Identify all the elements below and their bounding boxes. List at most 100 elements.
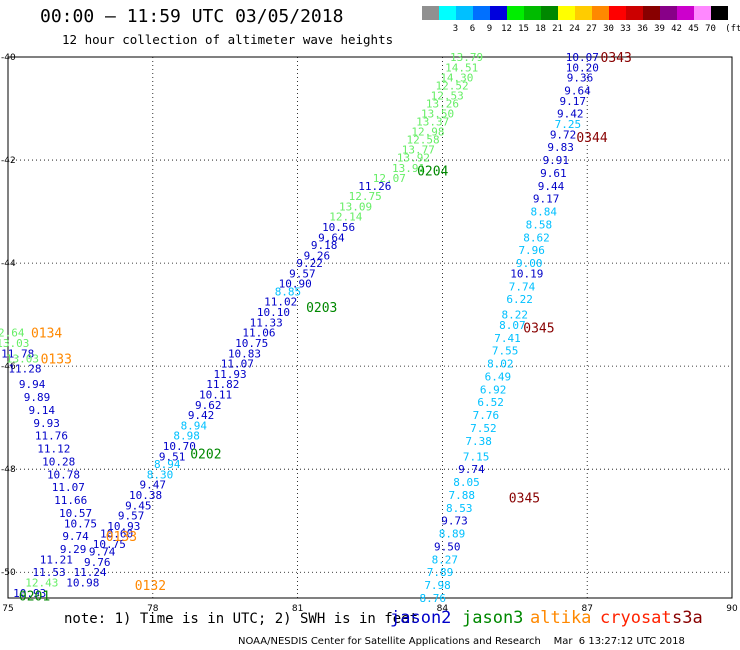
legend-altika: altika [530, 608, 592, 628]
wave-height-value: 6.22 [506, 293, 533, 306]
latitude-tick-label: -40 [1, 53, 16, 63]
footer-note: note: 1) Time is in UTC; 2) SWH is in fe… [64, 611, 419, 627]
wave-height-value: 8.22 [502, 309, 529, 322]
wave-height-value: 9.42 [557, 108, 584, 121]
wave-height-value: 8.53 [446, 502, 473, 515]
wave-height-value: 9.00 [516, 257, 543, 270]
legend-cryosat: cryosat [600, 608, 672, 628]
wave-height-value: 9.47 [140, 479, 167, 492]
pass-time-label: 0202 [190, 448, 221, 463]
scale-label: 24 [569, 24, 580, 34]
wave-height-value: 12.14 [329, 211, 362, 224]
scale-swatch [541, 6, 558, 20]
scale-swatch [694, 6, 711, 20]
wave-height-value: 10.75 [235, 337, 268, 350]
latitude-tick-label: -44 [1, 259, 16, 269]
wave-height-value: 11.82 [206, 378, 239, 391]
wave-height-value: 11.93 [213, 368, 246, 381]
wave-height-value: 8.02 [487, 358, 514, 371]
scale-swatch [609, 6, 626, 20]
wave-height-value: 8.58 [526, 218, 553, 231]
wave-height-value: 9.50 [434, 540, 461, 553]
wave-height-value: 12.64 [0, 327, 25, 340]
wave-height-value: 9.74 [89, 546, 116, 559]
pass-time-label: 0133 [106, 530, 137, 545]
wave-height-value: 6.92 [480, 383, 507, 396]
wave-height-value: 12.98 [411, 126, 444, 139]
scale-swatch [456, 6, 473, 20]
wave-height-value: 9.64 [564, 84, 591, 97]
wave-height-value: 11.33 [250, 316, 283, 329]
scale-swatch [507, 6, 524, 20]
wave-height-value: 10.10 [257, 306, 290, 319]
wave-height-value: 9.36 [567, 72, 594, 85]
wave-height-value: 13.03 [0, 337, 29, 350]
wave-height-value: 6.49 [485, 370, 512, 383]
pass-time-label: 0132 [135, 579, 166, 594]
wave-height-value: 7.52 [470, 422, 497, 435]
wave-height-value: 11.12 [37, 443, 70, 456]
scale-label: 3 [452, 24, 459, 34]
wave-height-value: 10.11 [199, 388, 232, 401]
pass-time-label: 0134 [31, 327, 62, 342]
scale-swatch [575, 6, 592, 20]
wave-height-value: 9.17 [533, 193, 560, 206]
scale-label: 30 [603, 24, 614, 34]
scale-swatch [422, 6, 439, 20]
wave-height-value: 9.89 [24, 391, 51, 404]
latitude-tick-label: -48 [1, 465, 16, 475]
wave-height-value: 10.28 [42, 455, 75, 468]
scale-label: 45 [688, 24, 699, 34]
scale-label: 39 [654, 24, 665, 34]
wave-height-value: 9.64 [318, 231, 345, 244]
scale-swatch [592, 6, 609, 20]
wave-height-value: 9.45 [125, 499, 152, 512]
scale-label: 33 [620, 24, 631, 34]
wave-height-value: 11.53 [32, 566, 65, 579]
wave-height-value: 7.76 [473, 409, 500, 422]
wave-height-value: 8.27 [432, 553, 459, 566]
wave-height-value: 10.78 [47, 468, 80, 481]
scale-label: 6 [469, 24, 476, 34]
legend-s3a: s3a [672, 608, 703, 628]
scale-label: 70 [705, 24, 716, 34]
wave-height-value: 7.98 [424, 579, 451, 592]
wave-height-value: 10.07 [566, 51, 599, 64]
scale-label: 21 [552, 24, 563, 34]
scale-swatch [677, 6, 694, 20]
wave-height-value: 11.76 [35, 430, 68, 443]
wave-height-value: 8.85 [275, 285, 302, 298]
scale-swatch [558, 6, 575, 20]
wave-height-value: 11.28 [8, 363, 41, 376]
wave-height-value: 9.18 [311, 239, 338, 252]
wave-height-value: 8.94 [154, 458, 181, 471]
longitude-tick-label: 75 [2, 604, 13, 614]
wave-height-value: 9.74 [458, 463, 485, 476]
wave-height-value: 10.57 [59, 507, 92, 520]
wave-height-value: 10.38 [129, 489, 162, 502]
legend-jason3: jason3 [462, 608, 524, 628]
wave-height-value: 10.75 [64, 517, 97, 530]
pass-time-label: 0345 [523, 322, 554, 337]
wave-height-value: 10.60 [100, 528, 133, 541]
wave-height-value: 8.62 [523, 231, 550, 244]
pass-time-label: 0204 [417, 164, 448, 179]
wave-height-value: 13.37 [416, 115, 449, 128]
scale-swatch [626, 6, 643, 20]
wave-height-value: 7.41 [494, 332, 521, 345]
wave-height-value: 9.91 [543, 154, 570, 167]
map-frame [7, 56, 733, 599]
wave-height-value: 12.75 [349, 190, 382, 203]
longitude-tick-label: 84 [437, 604, 449, 614]
pass-time-label: 0133 [41, 352, 72, 367]
scale-label: 42 [671, 24, 682, 34]
scale-swatch [660, 6, 677, 20]
wave-height-value: 12.52 [435, 79, 468, 92]
wave-height-value: 11.26 [358, 180, 391, 193]
scale-swatch [439, 6, 456, 20]
scale-label: 12 [501, 24, 512, 34]
wave-height-value: 7.74 [509, 280, 536, 293]
wave-height-value: 12.58 [407, 133, 440, 146]
wave-height-value: 13.91 [392, 162, 425, 175]
wave-height-value: 11.78 [1, 347, 34, 360]
